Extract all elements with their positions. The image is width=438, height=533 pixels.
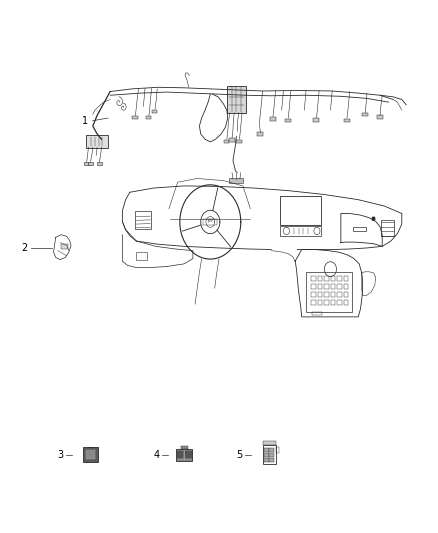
Bar bbox=[324, 292, 328, 297]
Bar bbox=[269, 448, 274, 451]
Bar bbox=[312, 312, 322, 316]
Bar bbox=[337, 284, 342, 289]
Bar bbox=[84, 162, 89, 165]
FancyBboxPatch shape bbox=[86, 135, 108, 148]
Bar bbox=[224, 140, 230, 143]
Bar bbox=[83, 447, 99, 462]
Bar bbox=[262, 441, 276, 445]
Text: 3: 3 bbox=[57, 450, 64, 460]
Bar bbox=[344, 276, 348, 281]
Bar bbox=[311, 276, 316, 281]
Bar bbox=[262, 445, 276, 464]
Bar bbox=[306, 272, 352, 312]
Bar bbox=[381, 220, 393, 236]
Text: 2: 2 bbox=[21, 243, 28, 253]
Bar bbox=[203, 219, 217, 225]
Bar bbox=[377, 115, 383, 119]
FancyBboxPatch shape bbox=[227, 86, 246, 114]
Bar bbox=[324, 284, 328, 289]
Text: 4: 4 bbox=[153, 450, 159, 460]
Bar bbox=[257, 132, 263, 135]
Bar bbox=[311, 292, 316, 297]
Bar bbox=[331, 276, 335, 281]
Bar bbox=[270, 117, 276, 120]
Bar bbox=[269, 453, 274, 457]
Bar bbox=[264, 453, 268, 457]
Bar bbox=[86, 450, 95, 458]
Bar bbox=[285, 118, 291, 122]
Bar bbox=[318, 300, 322, 305]
Bar bbox=[318, 284, 322, 289]
Bar bbox=[88, 161, 93, 165]
Bar bbox=[176, 449, 192, 461]
Bar bbox=[136, 252, 147, 260]
Bar bbox=[61, 244, 68, 249]
Bar bbox=[269, 458, 274, 462]
Bar bbox=[331, 300, 335, 305]
Bar bbox=[146, 116, 151, 119]
Bar bbox=[229, 138, 235, 142]
Bar bbox=[331, 284, 335, 289]
Bar bbox=[318, 292, 322, 297]
Bar bbox=[264, 458, 268, 462]
Bar bbox=[324, 276, 328, 281]
Bar bbox=[337, 276, 342, 281]
Bar bbox=[177, 451, 183, 458]
Circle shape bbox=[372, 217, 375, 220]
Text: 5: 5 bbox=[236, 450, 242, 460]
Bar bbox=[353, 227, 366, 231]
Bar bbox=[229, 179, 243, 183]
Bar bbox=[280, 196, 321, 225]
Bar bbox=[280, 226, 321, 236]
Text: JEEP: JEEP bbox=[207, 219, 213, 223]
Bar bbox=[185, 451, 191, 458]
Bar bbox=[324, 300, 328, 305]
Bar bbox=[264, 448, 268, 451]
Bar bbox=[152, 110, 157, 113]
Bar bbox=[314, 118, 319, 122]
Bar bbox=[132, 116, 138, 119]
Bar bbox=[344, 292, 348, 297]
Bar bbox=[311, 300, 316, 305]
Bar bbox=[344, 118, 350, 122]
Bar bbox=[97, 162, 102, 165]
Bar bbox=[337, 292, 342, 297]
Bar bbox=[331, 292, 335, 297]
Text: 1: 1 bbox=[82, 116, 88, 126]
Bar bbox=[362, 113, 368, 116]
Bar bbox=[237, 140, 242, 143]
Bar bbox=[344, 300, 348, 305]
Bar bbox=[135, 212, 151, 229]
Bar bbox=[181, 446, 187, 449]
Bar bbox=[276, 447, 279, 453]
Bar bbox=[318, 276, 322, 281]
Bar bbox=[311, 284, 316, 289]
Bar bbox=[337, 300, 342, 305]
Bar bbox=[344, 284, 348, 289]
